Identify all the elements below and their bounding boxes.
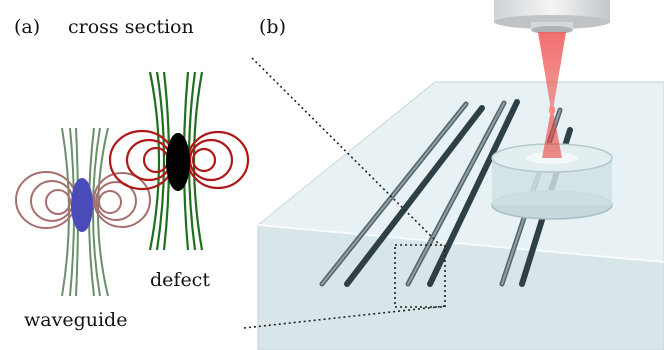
defect-label: defect	[150, 269, 210, 291]
waveguide-line-1-core	[321, 103, 467, 285]
waveguide-line-2	[344, 105, 485, 287]
zoom-indicator	[243, 57, 447, 329]
waveguide-line-3-core	[407, 102, 505, 285]
laser-objective	[494, 0, 610, 34]
defect-mode-diagram	[108, 71, 250, 251]
waveguide-label: waveguide	[24, 309, 128, 331]
waveguide-core	[71, 178, 93, 232]
laser-focus-region	[491, 143, 613, 220]
defect-core	[166, 133, 190, 191]
laser-beam	[538, 32, 566, 158]
waveguide-mode-diagram	[15, 127, 151, 297]
waveguide-line-4	[427, 99, 520, 287]
panel-b-label: (b)	[259, 16, 286, 38]
panel-a-title: cross section	[68, 16, 194, 38]
panel-a-label: (a)	[14, 16, 41, 38]
zoom-box	[394, 244, 446, 308]
